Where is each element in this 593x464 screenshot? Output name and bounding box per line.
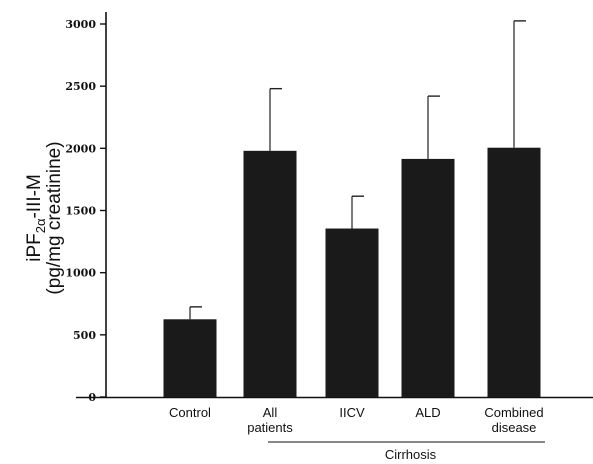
y-tick-label: 1000 (65, 267, 96, 280)
cirrhosis-group: Cirrhosis (268, 441, 545, 462)
axes (76, 12, 593, 399)
bar (325, 228, 379, 397)
y-axis-title-line2: (pg/mg creatinine) (44, 141, 65, 294)
bar (401, 158, 455, 397)
y-ticks: 0 500 1000 1500 2000 2500 3000 (65, 18, 106, 404)
y-axis-title-line1: iPF2α-III-M (24, 174, 48, 262)
bar (163, 319, 217, 397)
bar (243, 150, 297, 397)
group-label: Cirrhosis (385, 447, 437, 462)
y-axis-title: iPF2α-III-M (pg/mg creatinine) (24, 141, 65, 294)
y-tick-label: 3000 (65, 18, 96, 31)
y-tick-label: 1500 (65, 205, 96, 218)
category-label: All (263, 405, 278, 420)
y-tick-label: 0 (88, 391, 96, 404)
category-label: Combined (484, 405, 543, 420)
category-label: disease (492, 420, 537, 435)
y-tick-label: 2000 (65, 142, 96, 155)
category-label: IICV (339, 405, 365, 420)
bars (163, 147, 541, 397)
y-tick-label: 2500 (65, 80, 96, 93)
category-label: patients (247, 420, 293, 435)
error-bars (189, 20, 526, 320)
y-tick-label: 500 (73, 329, 96, 342)
category-label: ALD (415, 405, 440, 420)
bar (487, 147, 541, 397)
category-label: Control (169, 405, 211, 420)
y-axis-title-group: iPF2α-III-M (pg/mg creatinine) (24, 141, 65, 294)
